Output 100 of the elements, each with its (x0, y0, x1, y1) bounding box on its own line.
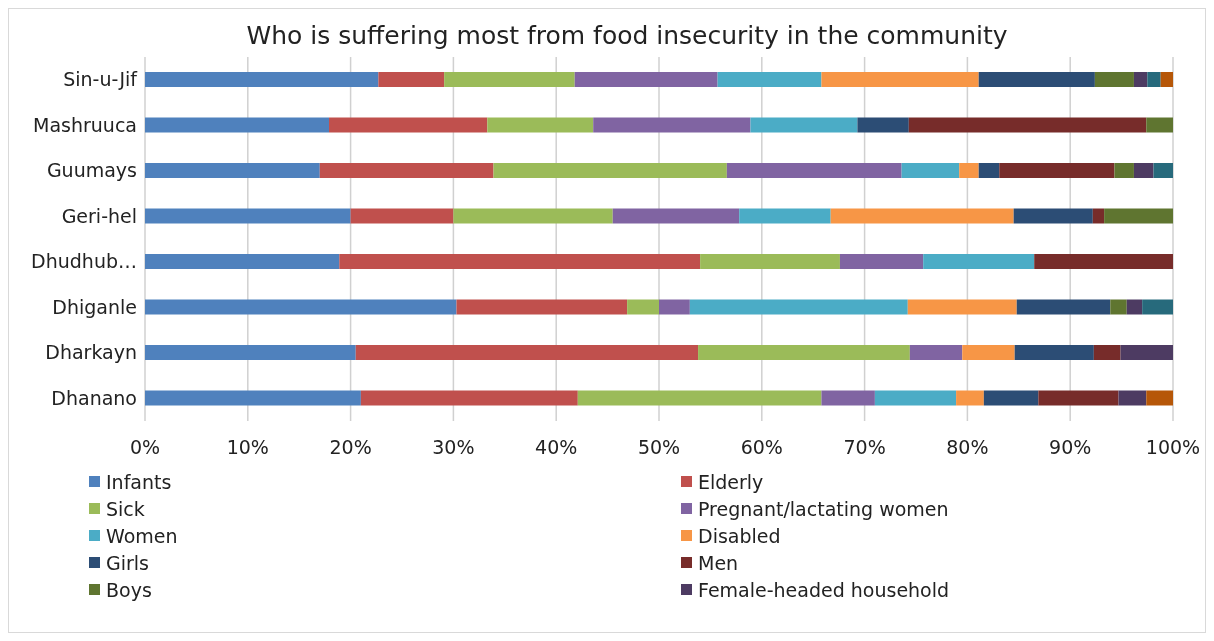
bar (355, 345, 699, 360)
bar (1120, 345, 1173, 360)
bar (1133, 72, 1148, 87)
x-tick-label: 90% (1049, 436, 1092, 459)
bar (1133, 163, 1154, 178)
bar (339, 254, 701, 269)
bar (1110, 299, 1127, 315)
bar (145, 299, 457, 315)
bar (1146, 117, 1173, 133)
bar (593, 117, 751, 133)
legend-label: Boys (106, 578, 152, 601)
x-tick-label: 60% (740, 436, 783, 459)
bar (453, 208, 613, 224)
bar (874, 390, 957, 406)
bar (612, 208, 740, 224)
bar (487, 117, 594, 133)
bar (739, 208, 831, 224)
bar (1016, 299, 1111, 315)
legend-label: Pregnant/lactating women (698, 497, 949, 520)
bar (145, 390, 361, 406)
bar (145, 163, 320, 178)
bar (1034, 254, 1173, 269)
bar (956, 390, 984, 406)
x-tick-label: 100% (1145, 436, 1201, 459)
bar (350, 208, 454, 224)
bar (907, 299, 1017, 315)
bar (1126, 299, 1143, 315)
legend-label: Girls (106, 551, 149, 574)
y-tick-label: Guumays (46, 159, 137, 182)
bar (821, 390, 875, 406)
bar (145, 345, 356, 360)
x-tick-label: 10% (226, 436, 269, 459)
x-tick-label: 70% (843, 436, 886, 459)
legend-label: Female-headed household (698, 578, 950, 601)
bar (145, 117, 330, 133)
bar (493, 163, 727, 178)
y-tick-label: Dhanano (51, 386, 137, 409)
x-tick-label: 30% (432, 436, 475, 459)
x-tick-label: 0% (129, 436, 161, 459)
bar (145, 254, 340, 269)
bar (1142, 299, 1173, 315)
bar (1038, 390, 1119, 406)
bar (700, 254, 840, 269)
bar (908, 117, 1147, 133)
bar (574, 72, 718, 87)
bar (689, 299, 908, 315)
bar (983, 390, 1039, 406)
bar (1146, 390, 1173, 406)
bar (378, 72, 445, 87)
bar (1013, 208, 1093, 224)
y-tick-label: Geri-hel (61, 204, 137, 227)
bar (698, 345, 910, 360)
bar (145, 72, 379, 87)
bar (627, 299, 659, 315)
bar (978, 72, 1095, 87)
bar (1153, 163, 1173, 178)
bar (1114, 163, 1134, 178)
legend-label: Sick (106, 497, 145, 520)
bar (1094, 72, 1134, 87)
bar (1014, 345, 1094, 360)
bar (750, 117, 858, 133)
bar (857, 117, 909, 133)
bar (717, 72, 822, 87)
bar (145, 208, 351, 224)
bar (726, 163, 902, 178)
bar (659, 299, 690, 315)
bar (444, 72, 575, 87)
x-tick-label: 50% (637, 436, 681, 459)
bar (821, 72, 979, 87)
bar (839, 254, 924, 269)
bar (456, 299, 628, 315)
bar (959, 163, 979, 178)
bar (909, 345, 963, 360)
y-tick-label: Dharkayn (45, 341, 137, 364)
x-tick-label: 80% (946, 436, 989, 459)
bar (319, 163, 494, 178)
x-tick-label: 20% (329, 436, 372, 459)
legend-label: Men (698, 551, 739, 574)
bar (1092, 208, 1105, 224)
legend-label: Infants (106, 470, 172, 493)
bar (1160, 72, 1173, 87)
legend-label: Women (106, 524, 178, 547)
y-tick-label: Sin-u-Jif (63, 68, 139, 91)
bar (577, 390, 822, 406)
chart-title: Who is suffering most from food insecurity in the community (245, 20, 1009, 52)
legend-label: Elderly (698, 470, 764, 493)
legend-label: Disabled (698, 524, 781, 547)
bar (1147, 72, 1161, 87)
bar (923, 254, 1035, 269)
y-tick-label: Dhudhub… (31, 250, 137, 273)
bar (1118, 390, 1147, 406)
x-tick-label: 40% (535, 436, 578, 459)
y-tick-label: Dhiganle (52, 295, 137, 318)
bar (962, 345, 1015, 360)
y-tick-label: Mashruuca (33, 114, 137, 136)
bar (329, 117, 488, 133)
bar (978, 163, 1000, 178)
bar (830, 208, 1014, 224)
bar (901, 163, 960, 178)
bar (999, 163, 1115, 178)
